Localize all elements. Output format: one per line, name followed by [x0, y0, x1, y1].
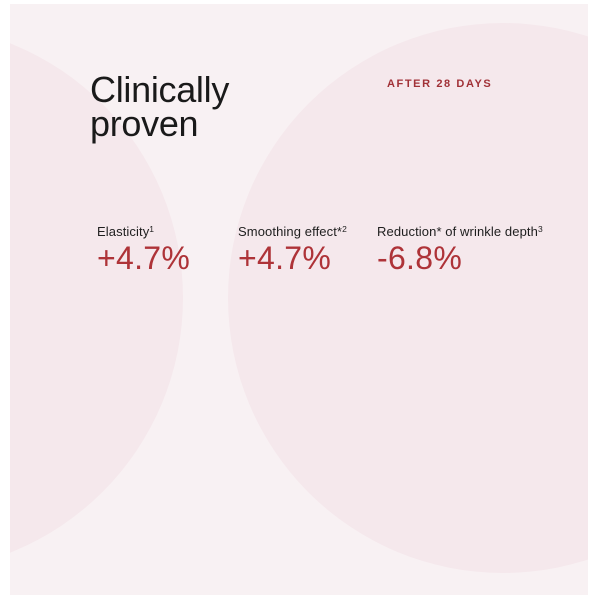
ad-canvas: Clinically proven AFTER 28 DAYS Elastici…	[10, 4, 588, 595]
stat-elasticity: Elasticity1 +4.7%	[97, 224, 190, 276]
stat-label-superscript: 2	[342, 224, 347, 234]
after-28-days-label: AFTER 28 DAYS	[387, 78, 493, 90]
stat-wrinkle-depth-reduction: Reduction* of wrinkle depth3 -6.8%	[377, 224, 543, 276]
page-title-line2: proven	[90, 103, 199, 145]
stat-value: +4.7%	[238, 240, 332, 276]
stat-value: -6.8%	[377, 240, 463, 276]
stat-label-text: Smoothing effect*	[238, 224, 343, 239]
background-circle-right	[228, 23, 588, 573]
stat-label-superscript: 3	[537, 224, 543, 234]
page-title: Clinically proven	[90, 69, 230, 145]
stat-label: Smoothing effect*2	[238, 224, 347, 240]
stat-value: +4.7%	[97, 240, 191, 276]
stat-label-text: Reduction* of wrinkle depth	[377, 224, 538, 239]
stat-smoothing-effect: Smoothing effect*2 +4.7%	[238, 224, 347, 276]
stat-label: Reduction* of wrinkle depth3	[377, 224, 543, 240]
stat-label: Elasticity1	[97, 224, 190, 240]
stat-label-text: Elasticity	[97, 224, 150, 239]
stat-label-superscript: 1	[149, 224, 155, 234]
page-title-line1: Clinically	[90, 69, 230, 110]
